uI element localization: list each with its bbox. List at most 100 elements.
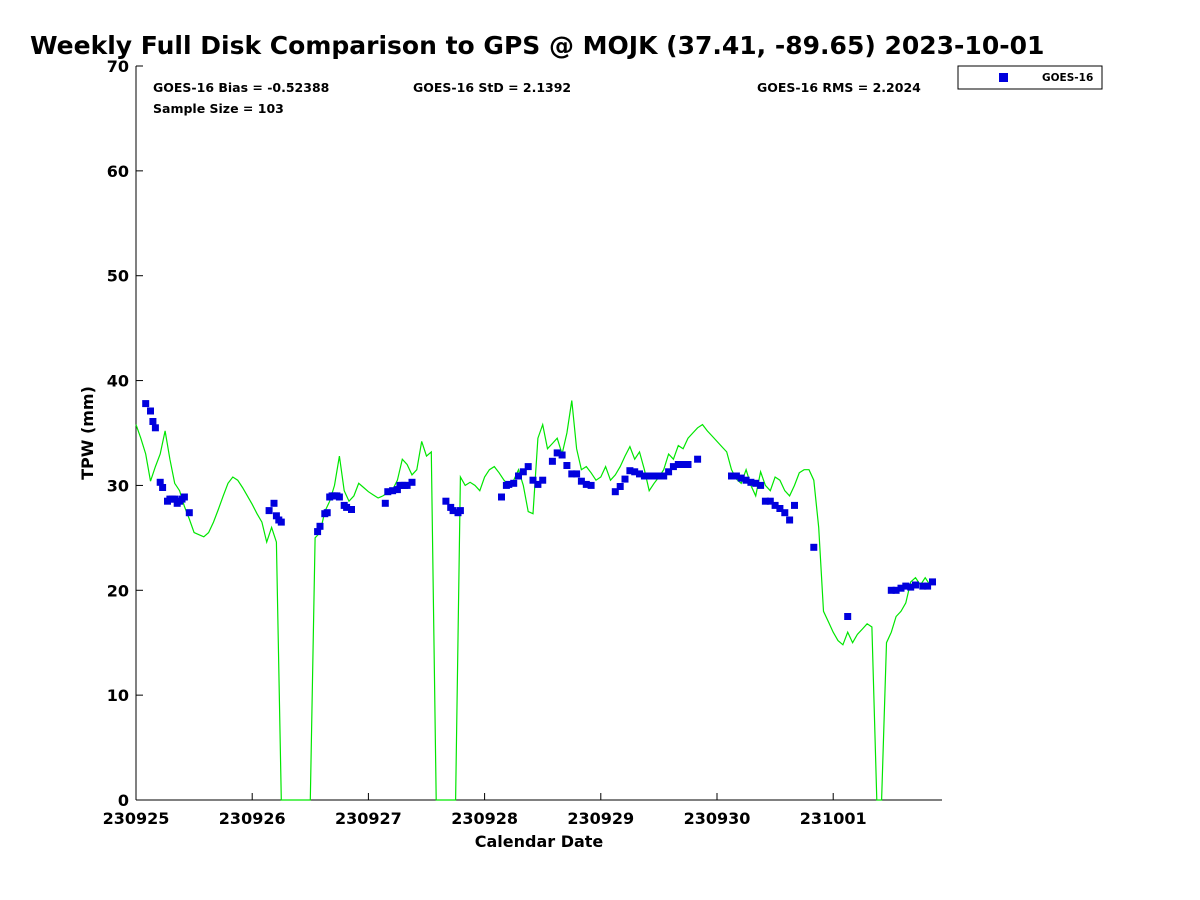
goes16-point xyxy=(912,581,919,589)
legend-marker xyxy=(999,73,1008,82)
goes16-point xyxy=(924,582,932,590)
goes16-point xyxy=(907,583,915,591)
goes16-point xyxy=(539,476,547,484)
goes16-point xyxy=(185,509,193,517)
goes16-point xyxy=(534,480,542,488)
goes16-point xyxy=(616,483,624,490)
goes16-point xyxy=(149,418,157,425)
goes16-point xyxy=(393,486,401,494)
x-tick-label: 230930 xyxy=(684,809,751,828)
goes16-point xyxy=(631,468,639,476)
x-axis-label: Calendar Date xyxy=(475,832,604,851)
goes16-point xyxy=(505,480,513,488)
y-tick-label: 40 xyxy=(107,372,129,391)
goes16-point xyxy=(524,463,532,471)
sample-size-stat: Sample Size = 103 xyxy=(153,101,284,116)
goes16-point xyxy=(766,497,774,505)
goes16-point xyxy=(442,497,450,505)
goes16-point xyxy=(277,518,285,526)
x-tick-label: 230926 xyxy=(219,809,286,828)
goes16-point xyxy=(335,493,343,501)
y-tick-label: 20 xyxy=(107,581,129,600)
goes16-point xyxy=(655,472,663,480)
y-tick-label: 50 xyxy=(107,267,129,286)
y-axis-label: TPW (mm) xyxy=(78,386,97,480)
goes16-point xyxy=(389,487,397,495)
goes16-point xyxy=(265,507,273,515)
bias-stat: GOES-16 Bias = -0.52388 xyxy=(153,80,329,95)
x-tick-label: 230928 xyxy=(451,809,518,828)
goes16-point xyxy=(515,472,522,480)
x-ticks: 230925 230926 230927 230928 230929 230930 2310… xyxy=(103,793,867,828)
goes16-point xyxy=(887,586,895,594)
goes16-point xyxy=(456,507,464,515)
x-tick-label: 231001 xyxy=(800,809,867,828)
x-tick-label: 230927 xyxy=(335,809,402,828)
goes16-point xyxy=(381,499,389,507)
goes16-point xyxy=(587,481,595,489)
goes16-point xyxy=(510,479,518,487)
goes16-point xyxy=(563,462,571,469)
goes16-point xyxy=(408,478,416,486)
goes16-point xyxy=(159,484,167,491)
goes16-point xyxy=(684,461,692,468)
goes16-point xyxy=(669,463,677,471)
goes16-point xyxy=(323,509,331,517)
goes16-point xyxy=(674,461,682,468)
goes16-point xyxy=(171,495,179,503)
goes16-point xyxy=(737,474,745,482)
goes16-point xyxy=(582,480,590,488)
legend: GOES-16 xyxy=(957,65,1103,90)
goes16-points xyxy=(142,400,936,620)
y-tick-label: 60 xyxy=(107,162,129,181)
goes16-point xyxy=(611,488,619,496)
gps-line-layer xyxy=(135,400,936,801)
goes16-point xyxy=(558,451,566,459)
goes16-point xyxy=(156,478,164,486)
gps-tpw-line xyxy=(135,400,936,801)
goes16-point xyxy=(636,470,643,478)
goes16-point xyxy=(142,400,150,408)
goes16-point xyxy=(694,455,702,463)
goes16-point xyxy=(272,512,280,520)
goes16-point xyxy=(151,424,159,432)
goes16-point xyxy=(732,472,740,480)
goes16-point xyxy=(180,493,188,501)
goes16-point xyxy=(752,479,760,487)
goes16-point xyxy=(645,472,653,480)
plot-area: 0 10 20 30 40 50 60 70 230925 230926 230927 230928… xyxy=(103,57,942,828)
goes16-point xyxy=(781,509,789,517)
chart-title: Weekly Full Disk Comparison to GPS @ MOJ… xyxy=(30,31,1044,60)
goes16-point xyxy=(626,467,634,475)
x-tick-label: 230925 xyxy=(103,809,170,828)
goes16-point xyxy=(742,476,750,484)
std-stat: GOES-16 StD = 2.1392 xyxy=(413,80,571,95)
goes16-point xyxy=(621,475,629,483)
goes16-point xyxy=(519,468,527,476)
goes16-point xyxy=(348,506,355,513)
goes16-point xyxy=(568,470,576,478)
goes16-point xyxy=(147,407,154,415)
y-tick-label: 70 xyxy=(107,57,129,76)
x-tick-label: 230929 xyxy=(567,809,634,828)
goes16-point xyxy=(449,507,457,515)
goes16-point xyxy=(929,578,936,586)
goes16-point xyxy=(640,472,648,480)
y-tick-label: 0 xyxy=(118,791,129,810)
legend-label: GOES-16 xyxy=(1042,72,1093,84)
goes16-point xyxy=(316,522,324,530)
goes16-point xyxy=(810,543,818,551)
y-tick-label: 10 xyxy=(107,686,129,705)
goes16-point xyxy=(791,501,798,509)
goes16-point xyxy=(343,503,351,511)
goes16-point xyxy=(548,457,556,465)
y-ticks: 0 10 20 30 40 50 60 70 xyxy=(107,57,143,810)
goes16-point xyxy=(679,461,687,468)
rms-stat: GOES-16 RMS = 2.2024 xyxy=(757,80,921,95)
goes16-point xyxy=(529,476,537,484)
goes16-point xyxy=(728,472,735,480)
goes16-point xyxy=(270,499,278,507)
goes16-point xyxy=(403,481,411,489)
goes16-point xyxy=(786,516,794,524)
